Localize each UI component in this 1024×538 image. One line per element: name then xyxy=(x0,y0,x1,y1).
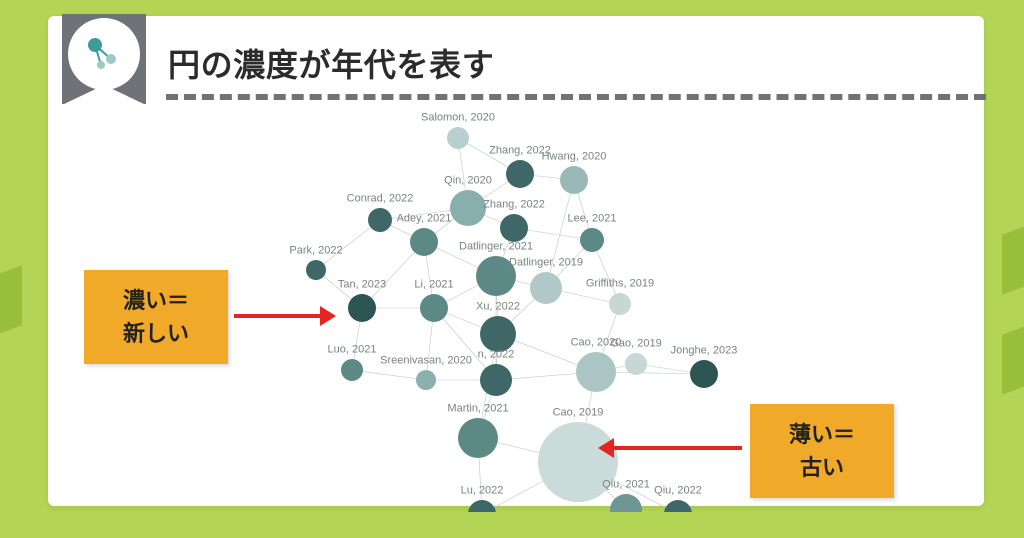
ribbon-badge xyxy=(62,14,146,104)
graph-node xyxy=(476,256,516,296)
graph-node xyxy=(690,360,718,388)
graph-node xyxy=(506,160,534,188)
graph-node xyxy=(420,294,448,322)
graph-node xyxy=(664,500,692,512)
callout-light-line1: 薄い＝ xyxy=(768,418,876,451)
graph-node xyxy=(348,294,376,322)
title-divider xyxy=(166,94,986,100)
graph-node xyxy=(410,228,438,256)
graph-node xyxy=(480,316,516,352)
graph-node xyxy=(480,364,512,396)
callout-light-line2: 古い xyxy=(768,451,876,484)
graph-node xyxy=(580,228,604,252)
arrow-light xyxy=(612,446,742,450)
callout-light: 薄い＝ 古い xyxy=(750,404,894,498)
app-icon xyxy=(68,18,140,90)
graph-node xyxy=(625,353,647,375)
callout-dark-line2: 新しい xyxy=(102,317,210,350)
deco-strip xyxy=(1002,325,1024,394)
graph-edge xyxy=(546,180,574,288)
arrow-dark xyxy=(234,314,322,318)
graph-node xyxy=(530,272,562,304)
graph-node xyxy=(416,370,436,390)
graph-node xyxy=(458,418,498,458)
citation-network: Salomon, 2020Zhang, 2022Hwang, 2020Qin, … xyxy=(258,112,778,512)
graph-node xyxy=(447,127,469,149)
graph-edge xyxy=(352,370,426,380)
callout-dark: 濃い＝ 新しい xyxy=(84,270,228,364)
graph-edge xyxy=(316,220,380,270)
graph-node xyxy=(450,190,486,226)
deco-strip xyxy=(1002,225,1024,294)
page-title: 円の濃度が年代を表す xyxy=(168,40,494,86)
graph-node xyxy=(341,359,363,381)
graph-node xyxy=(560,166,588,194)
graph-node xyxy=(609,293,631,315)
graph-node xyxy=(468,500,496,512)
deco-strip xyxy=(0,265,22,334)
graph-node xyxy=(576,352,616,392)
graph-node xyxy=(368,208,392,232)
graph-node xyxy=(500,214,528,242)
callout-dark-line1: 濃い＝ xyxy=(102,284,210,317)
graph-node xyxy=(610,494,642,512)
card: 円の濃度が年代を表す Salomon, 2020Zhang, 2022Hwang… xyxy=(48,16,984,506)
graph-node xyxy=(306,260,326,280)
graph-node xyxy=(538,422,618,502)
